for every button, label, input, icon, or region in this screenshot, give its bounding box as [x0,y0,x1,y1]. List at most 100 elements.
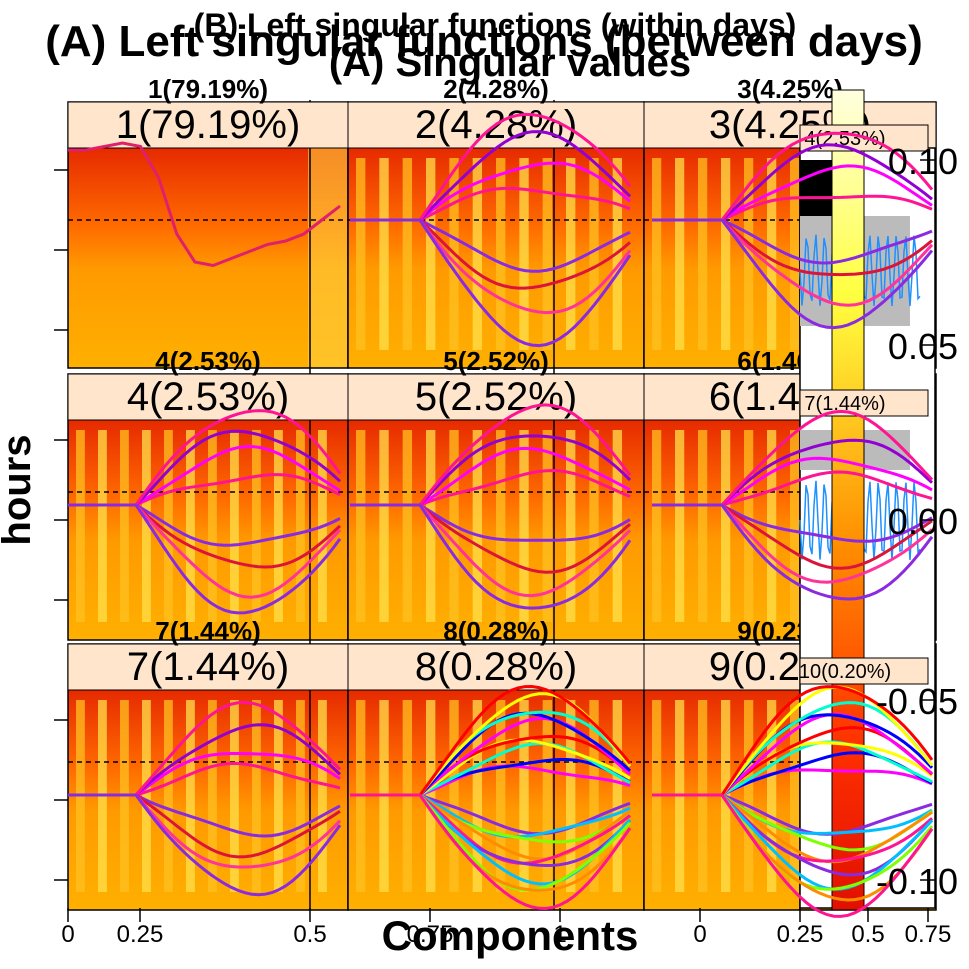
singular-function-curves [68,112,934,918]
panel-strip-label: 4(2.53%) [127,375,289,419]
panel-strip [67,643,349,691]
heatmap-stripe [589,430,599,622]
heatmap-stripe [296,430,305,622]
function-curve [350,503,632,610]
heatmap-stripe [542,430,553,622]
colorbar [831,89,865,911]
heatmap-stripe [652,430,662,622]
heatmap-stripe [252,430,261,622]
heatmap-stripe [496,158,506,350]
heatmap-stripe [472,700,483,892]
heatmap-stripe [675,430,685,622]
panel-strip [347,643,645,691]
side-strip [799,657,929,685]
heatmap-stripe [379,158,389,350]
heatmap-stripe [142,430,151,622]
heatmap-stripe [230,700,239,892]
panel-strip-label: 5(2.52%) [415,375,577,419]
heatmap-stripe [186,700,195,892]
function-curve [68,141,341,268]
panel-strip-label: 7(1.44%) [127,645,289,689]
heatmap-stripe [566,158,576,350]
bottom-tick-label: 0.5 [293,921,326,948]
function-curve [68,503,342,615]
side-strip-label: 10(0.20%) [799,661,891,683]
heatmap-stripe [767,158,777,350]
heatmap-stripe [142,700,151,892]
bottom-tick-label: 1 [553,921,566,948]
heatmap-stripe [496,700,506,892]
bottom-tick-label: 0.5 [851,921,884,948]
heatmap-stripe [274,700,283,892]
heatmap-stripe [767,700,777,892]
heatmap-stripe [744,700,754,892]
panel-subtitle: 1(79.19%) [148,74,268,104]
heatmap-stripe [379,430,389,622]
heatmap-stripe [426,158,436,350]
function-curve [652,218,934,330]
heatmap-stripe [230,430,239,622]
panel-strip-label: 1(79.19%) [116,103,301,147]
heatmap-stripe [356,430,366,622]
title-between-days: (A) Left singular functions (between day… [45,17,923,66]
bottom-tick-label: 0 [693,921,706,948]
heatmap-stripe [566,430,576,622]
heatmap-stripe [449,700,459,892]
heatmap-stripe [790,158,800,350]
heatmap-stripe [790,430,800,622]
heatmap-stripe [472,158,483,350]
side-strip [799,389,929,417]
heatmap-stripe [542,158,553,350]
heatmap-stripe [274,430,283,622]
function-curve [68,793,342,897]
title-singular-values: (A) Singular values [329,41,691,85]
heatmap-stripe [721,430,731,622]
panel-strip [67,101,349,149]
panel-subtitle: 5(2.52%) [443,346,549,376]
heatmap-stripe [675,158,685,350]
heatmap-stripe [356,158,366,350]
heatmap-stripe [612,700,623,892]
right-tick-label: 0.00 [888,501,958,542]
function-curve [350,218,632,348]
heatmap-stripe [472,430,483,622]
heatmap-stripe [98,430,107,622]
y-axis-label: hours [0,434,39,545]
heatmap-stripe [296,700,305,892]
heatmap-stripe [208,700,217,892]
heatmap-stripe [496,430,506,622]
heatmap-stripe [402,430,413,622]
heatmap-stripe [721,158,731,350]
heatmap-stripe [76,430,85,622]
heatmap-stripe [519,158,529,350]
heatmap-stripe [542,700,553,892]
singular-values-panel: 4(2.53%)7(1.44%)10(0.20%) [799,89,936,911]
heatmap-stripe [120,430,129,622]
heatmap-stripe [308,148,348,368]
heatmap-stripe [519,430,529,622]
heatmap-stripe [589,700,599,892]
heatmap-stripe [698,158,708,350]
heatmap-background [68,148,348,368]
heatmap-stripe [252,700,261,892]
panel-subtitle: 8(0.28%) [443,616,549,646]
side-strip-label: 7(1.44%) [804,393,885,415]
function-curve [652,793,934,918]
right-tick-label: -0.10 [876,861,958,902]
heatmap-stripe [589,158,599,350]
right-tick-label: 0.10 [888,141,958,182]
heatmap-stripe [426,430,436,622]
panel-subtitle: 7(1.44%) [155,616,261,646]
function-curve [350,793,632,911]
bottom-tick-label: 0.75 [407,921,454,948]
bottom-tick-label: 0.75 [905,921,952,948]
bottom-tick-label: 0 [61,921,74,948]
heatmap-stripe [164,700,173,892]
right-tick-label: 0.05 [888,326,958,367]
heatmap-stripe [744,430,754,622]
heatmap-stripe [186,430,195,622]
heatmap-stripe [698,430,708,622]
panel-subtitle: 2(4.28%) [443,74,549,104]
heatmap-stripe [402,158,413,350]
